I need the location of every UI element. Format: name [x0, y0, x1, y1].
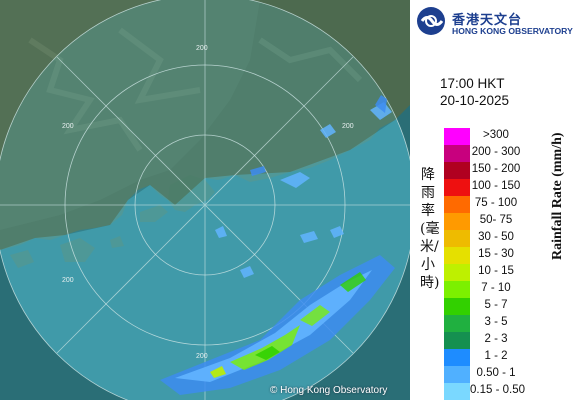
- legend-label: 2 - 3: [484, 333, 508, 345]
- legend-label: 15 - 30: [478, 248, 514, 260]
- legend-label: 3 - 5: [484, 316, 508, 328]
- legend-item: 2 - 3: [444, 332, 518, 349]
- legend-label: 10 - 15: [478, 265, 514, 277]
- legend-item: 7 - 10: [444, 281, 518, 298]
- legend-label: 150 - 200: [471, 163, 521, 175]
- radar-map: 200 200 200 200 200: [0, 0, 416, 400]
- legend-swatch: [444, 332, 470, 349]
- coast-islands: [10, 236, 124, 268]
- legend-swatch: [444, 349, 470, 366]
- agency-name-cn: 香港天文台: [452, 13, 523, 28]
- forecast-time: 17:00 HKT: [440, 76, 505, 91]
- range-label-nw: 200: [62, 123, 74, 130]
- legend-label: 200 - 300: [471, 146, 521, 158]
- rainfall-legend: >300 200 - 300 150 - 200 100 - 150 75 - 100 5…: [444, 128, 525, 400]
- legend-item: 150 - 200: [444, 162, 520, 179]
- legend-label: 5 - 7: [484, 299, 508, 311]
- legend-label: 1 - 2: [484, 350, 508, 362]
- legend-label: >300: [483, 129, 509, 141]
- legend-item: 10 - 15: [444, 264, 518, 281]
- legend-item: 3 - 5: [444, 315, 518, 332]
- range-label-s: 200: [196, 353, 208, 360]
- lantau-island: [140, 205, 168, 222]
- legend-swatch: [444, 383, 470, 400]
- legend-item: 5 - 7: [444, 298, 518, 315]
- legend-item: 50- 75: [444, 213, 518, 230]
- mainland-land-shade: [0, 0, 260, 230]
- legend-swatch: [444, 196, 470, 213]
- forecast-date: 20-10-2025: [440, 93, 510, 108]
- copyright-notice: © Hong Kong Observatory: [270, 385, 388, 396]
- western-islands: [60, 238, 95, 262]
- legend-item: 15 - 30: [444, 247, 518, 264]
- legend-swatch: [444, 264, 470, 281]
- legend-panel: 香港天文台 HONG KONG OBSERVATORY 17:00 HKT 20…: [410, 0, 577, 400]
- legend-label: 7 - 10: [481, 282, 511, 294]
- range-label-sw: 200: [62, 277, 74, 284]
- agency-name-en: HONG KONG OBSERVATORY: [452, 26, 573, 36]
- range-label-n: 200: [196, 45, 208, 52]
- legend-swatch: [444, 281, 470, 298]
- legend-item: 30 - 50: [444, 230, 518, 247]
- rain-echoes: [160, 95, 395, 395]
- legend-swatch: [444, 145, 470, 162]
- radar-map-svg: 200 200 200 200 200: [0, 0, 416, 400]
- legend-label: 0.50 - 1: [476, 367, 516, 379]
- legend-title-en: Rainfall Rate (mm/h): [550, 132, 565, 260]
- legend-swatch: [444, 298, 470, 315]
- legend-swatch: [444, 315, 470, 332]
- agency-logo: 香港天文台 HONG KONG OBSERVATORY: [416, 6, 576, 40]
- legend-swatch: [444, 179, 470, 196]
- legend-swatch: [444, 128, 470, 145]
- range-label-ne: 200: [342, 123, 354, 130]
- hko-logo-icon: [417, 7, 445, 35]
- legend-label: 50- 75: [479, 214, 513, 226]
- legend-item: 200 - 300: [444, 145, 520, 162]
- legend-swatch: [444, 366, 470, 383]
- legend-swatch: [444, 162, 470, 179]
- legend-item: 100 - 150: [444, 179, 520, 196]
- legend-item: 0.50 - 1: [444, 366, 518, 383]
- legend-swatch: [444, 230, 470, 247]
- legend-label: 100 - 150: [471, 180, 521, 192]
- legend-item: 1 - 2: [444, 349, 518, 366]
- hong-kong-land: [168, 175, 215, 212]
- legend-label: 30 - 50: [478, 231, 514, 243]
- legend-item: 75 - 100: [444, 196, 518, 213]
- legend-item: 0.15 - 0.50: [444, 383, 525, 400]
- legend-swatch: [444, 247, 470, 264]
- legend-label: 75 - 100: [474, 197, 518, 209]
- legend-item: >300: [444, 128, 518, 145]
- legend-title-cn: 降雨率(毫米/小時): [420, 167, 440, 291]
- legend-label: 0.15 - 0.50: [470, 384, 525, 396]
- legend-swatch: [444, 213, 470, 230]
